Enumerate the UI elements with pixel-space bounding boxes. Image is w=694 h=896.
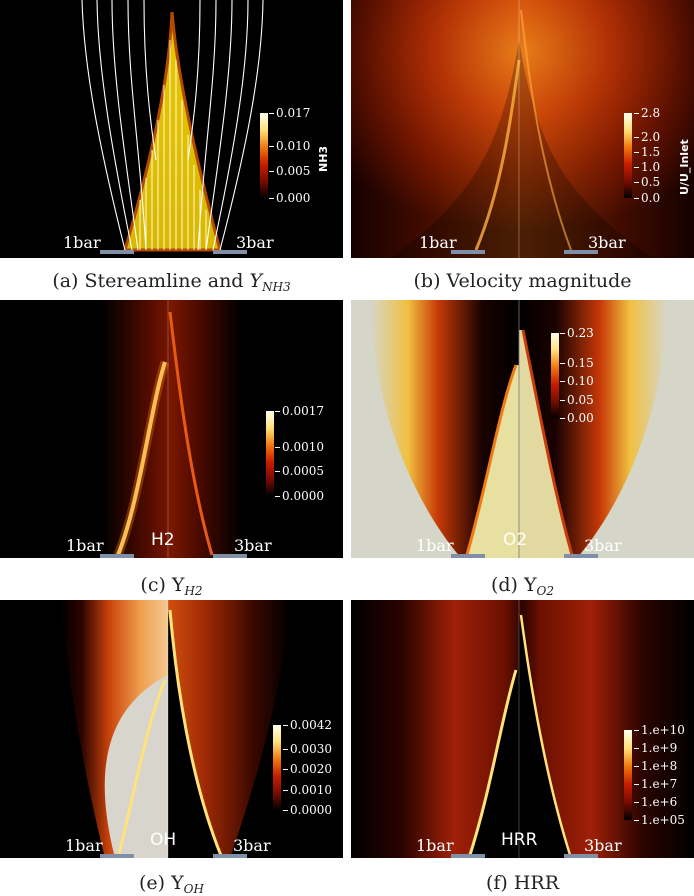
tick-label: 1.e+7 [633, 777, 678, 791]
left-pressure-label: 1bar [63, 233, 101, 252]
right-pressure-label: 3bar [584, 836, 622, 855]
tick-label: 1.0 [633, 160, 661, 174]
caption-b: (b) Velocity magnitude [413, 270, 632, 292]
tick-label: 0.23 [560, 326, 594, 340]
tick-label: 0.0005 [275, 464, 324, 478]
tick-label: 2.0 [633, 130, 661, 144]
hrr-field-plot [351, 600, 694, 858]
tick-label: 0.005 [268, 164, 311, 178]
right-pressure-label: 3bar [236, 233, 274, 252]
caption-a: (a) Stereamline and YNH3 [52, 270, 291, 294]
caption-f: (f) HRR [485, 872, 560, 894]
tick-label: 1.e+8 [633, 759, 678, 773]
tick-label: 0.15 [560, 356, 594, 370]
left-pressure-label: 1bar [66, 536, 104, 555]
panel-c-h2: 0.0017 0.0010 0.0005 0.0000 H2 1bar 3bar [0, 300, 343, 558]
panel-f-hrr: 1.e+10 1.e+9 1.e+8 1.e+7 1.e+6 1.e+05 HR… [351, 600, 694, 858]
o2-field-plot [371, 300, 667, 558]
velocity-field-plot [351, 0, 694, 258]
caption-e: (e) YOH [139, 872, 204, 896]
variable-label: H2 [151, 530, 175, 550]
caption-d: (d) YO2 [490, 574, 555, 598]
tick-label: 0.0030 [283, 742, 332, 756]
nh3-colorbar-title: NH3 [317, 145, 330, 172]
nh3-colorbar [260, 113, 268, 198]
variable-label: O2 [503, 530, 528, 550]
oh-field-plot [60, 600, 290, 858]
tick-label: 0.0042 [283, 718, 332, 732]
nh3-field-plot [81, 0, 264, 254]
tick-label: 0.00 [560, 411, 594, 425]
tick-label: 0.0010 [283, 783, 332, 797]
right-pressure-label: 3bar [233, 836, 271, 855]
variable-label: HRR [501, 830, 538, 850]
velocity-colorbar-title: U/U_Inlet [678, 139, 691, 195]
h2-field-plot [0, 300, 343, 558]
panel-b-velocity: 2.8 2.0 1.5 1.0 0.5 0.0 U/U_Inlet 1bar 3… [351, 0, 694, 258]
hrr-colorbar [624, 730, 632, 820]
panel-a-streamline-nh3: 0.017 0.010 0.005 0.000 NH3 1bar 3bar [0, 0, 343, 258]
tick-label: 0.0 [633, 191, 661, 205]
right-pressure-label: 3bar [588, 233, 626, 252]
right-pressure-label: 3bar [584, 536, 622, 555]
variable-label: OH [150, 830, 177, 850]
left-pressure-label: 1bar [416, 536, 454, 555]
tick-label: 0.0010 [275, 440, 324, 454]
tick-label: 0.0000 [283, 803, 332, 817]
tick-label: 1.e+05 [634, 813, 685, 827]
oh-colorbar [273, 725, 281, 810]
tick-label: 0.05 [560, 393, 594, 407]
o2-colorbar [551, 333, 559, 418]
left-pressure-label: 1bar [65, 836, 103, 855]
tick-label: 1.e+10 [634, 723, 685, 737]
tick-label: 0.0017 [275, 404, 324, 418]
tick-label: 0.0000 [275, 489, 324, 503]
tick-label: 2.8 [633, 106, 661, 120]
caption-c: (c) YH2 [140, 574, 203, 598]
tick-label: 1.5 [633, 145, 661, 159]
h2-colorbar [266, 411, 274, 496]
panel-e-oh: 0.0042 0.0030 0.0020 0.0010 0.0000 OH 1b… [0, 600, 343, 858]
tick-label: 0.017 [268, 106, 311, 120]
velocity-colorbar [624, 113, 632, 198]
tick-label: 0.000 [268, 191, 311, 205]
panel-d-o2: 0.23 0.15 0.10 0.05 0.00 O2 1bar 3bar [351, 300, 694, 558]
tick-label: 1.e+9 [633, 741, 678, 755]
tick-label: 0.010 [268, 139, 311, 153]
tick-label: 0.10 [560, 374, 594, 388]
right-pressure-label: 3bar [234, 536, 272, 555]
left-pressure-label: 1bar [416, 836, 454, 855]
tick-label: 0.0020 [283, 762, 332, 776]
tick-label: 0.5 [633, 175, 661, 189]
left-pressure-label: 1bar [419, 233, 457, 252]
tick-label: 1.e+6 [633, 795, 678, 809]
